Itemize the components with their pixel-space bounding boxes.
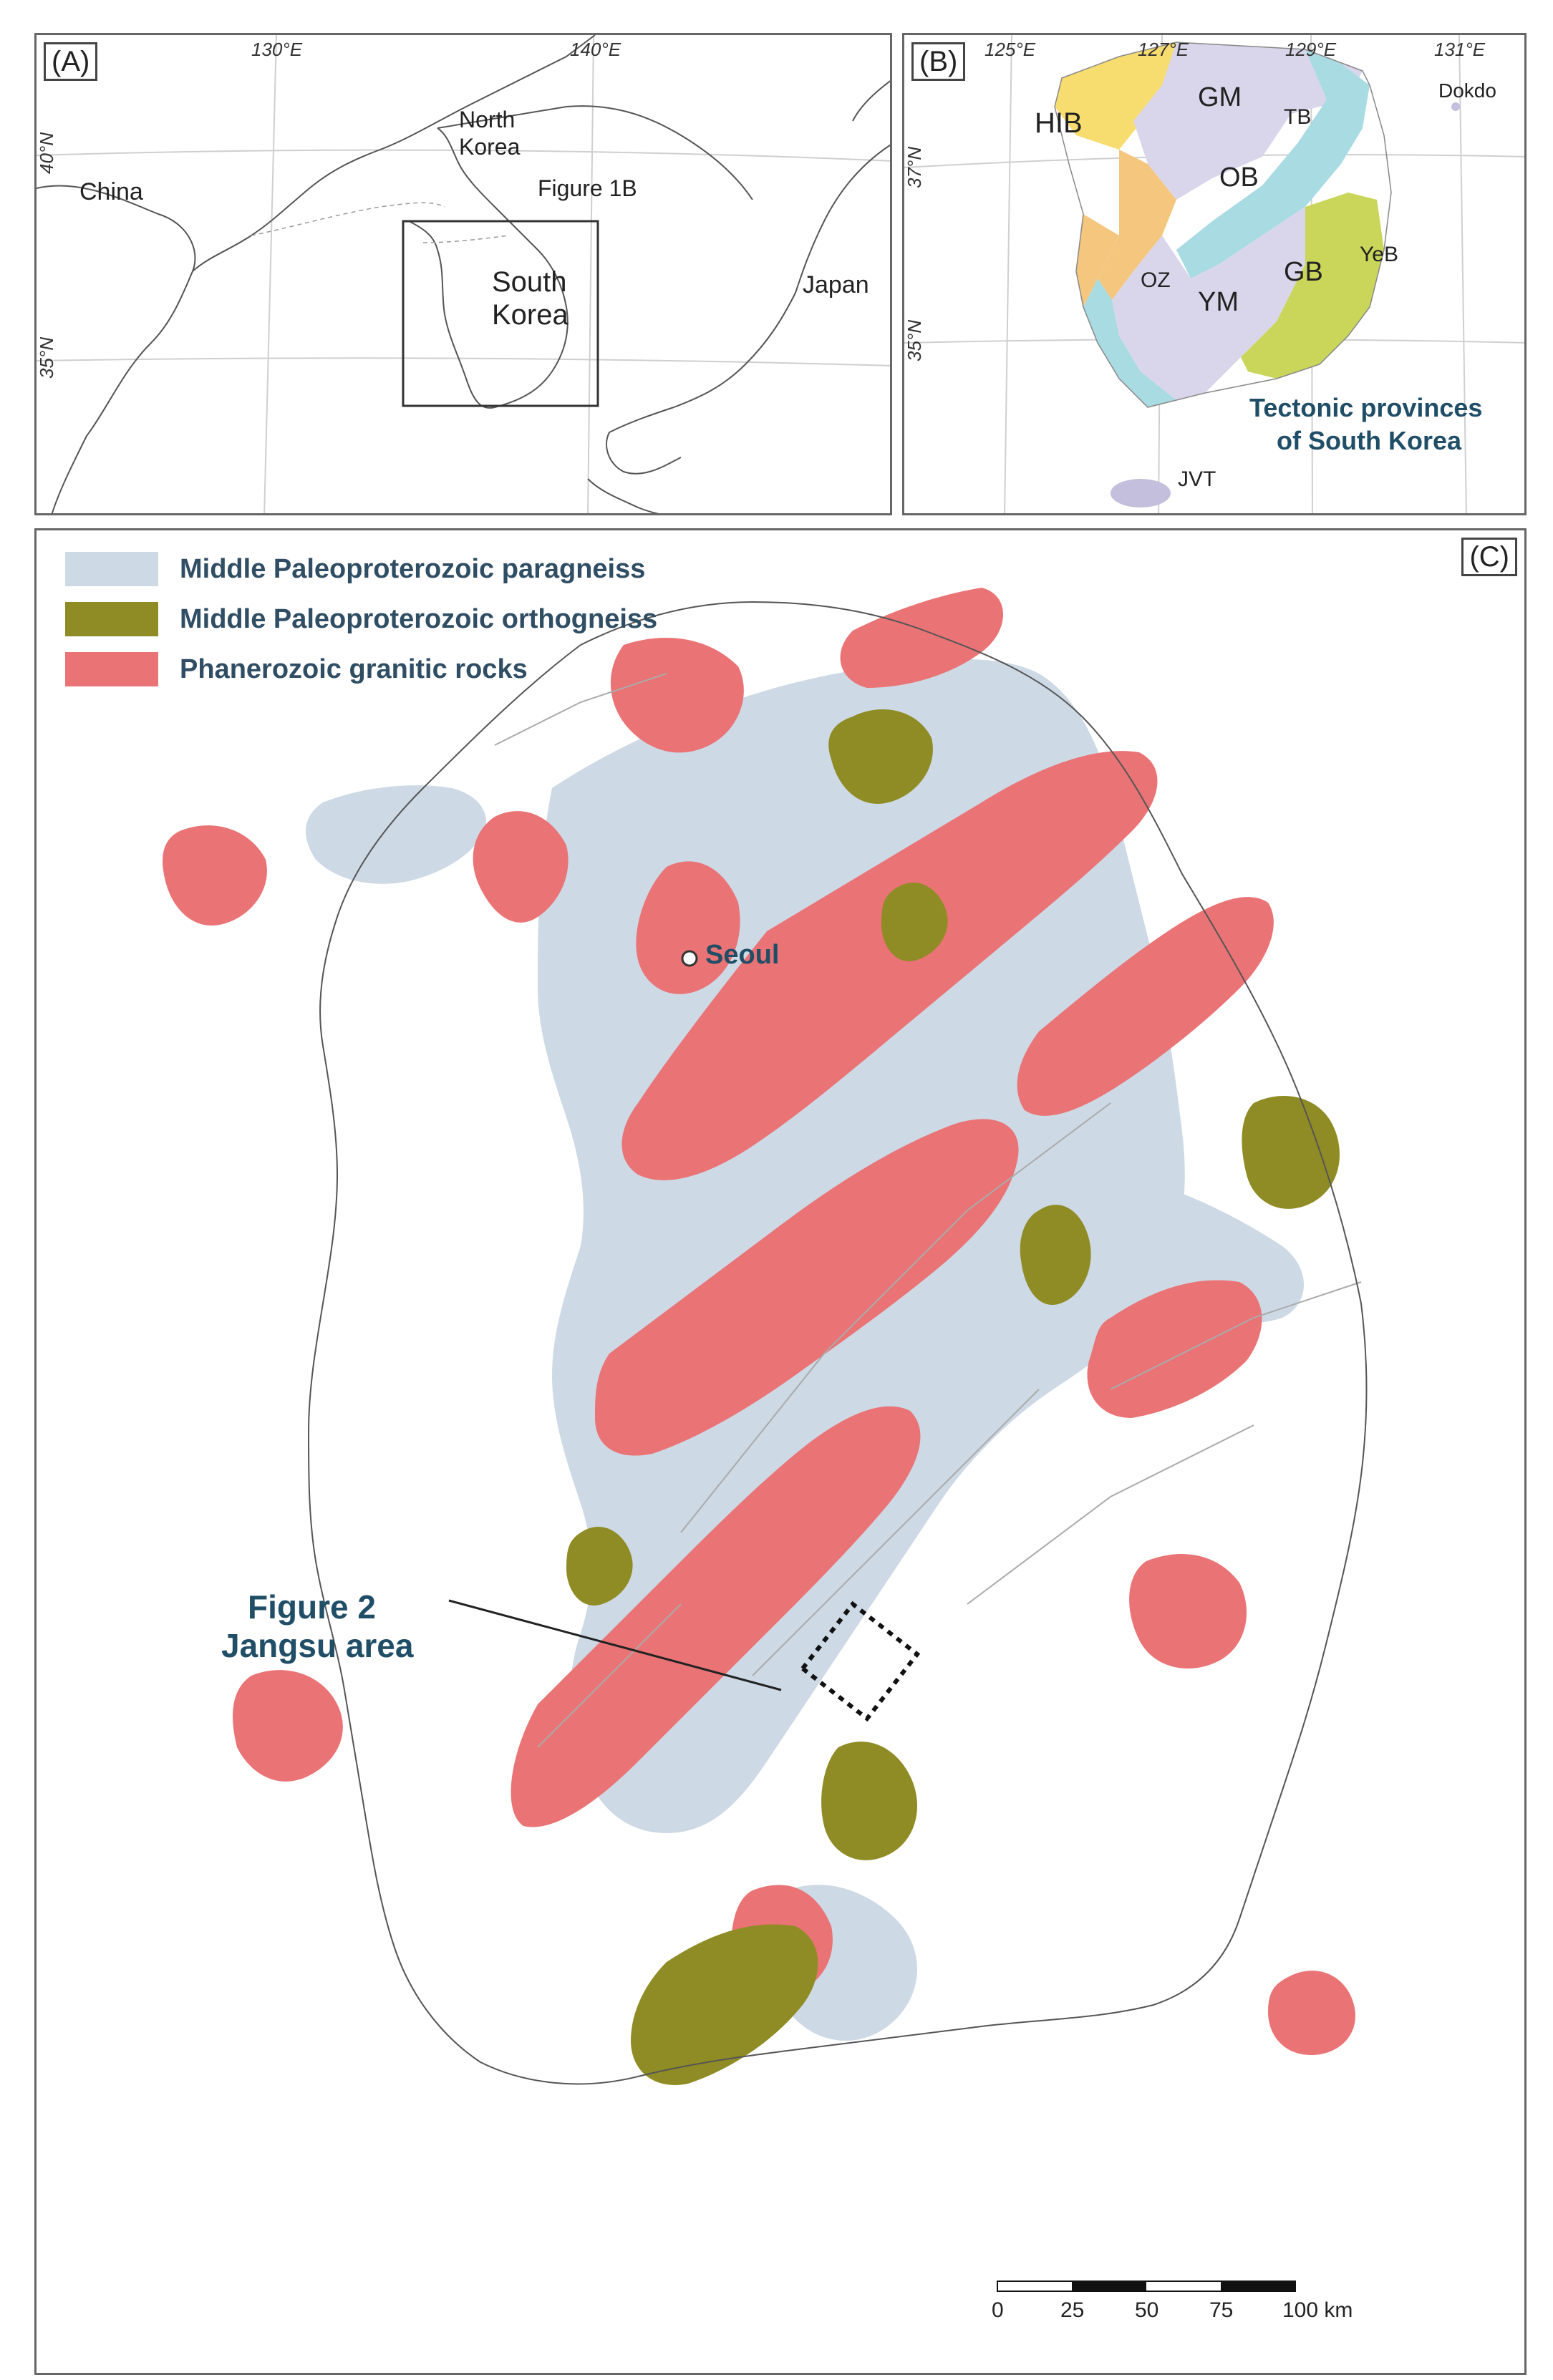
- place-south-korea-line1: South: [492, 266, 567, 298]
- dokdo-island: [1451, 102, 1460, 111]
- province-ym-label: YM: [1198, 287, 1239, 317]
- province-ob-label: OB: [1219, 162, 1259, 193]
- province-oz-label: OZ: [1141, 268, 1171, 292]
- legend-swatch-orthogneiss: [65, 602, 158, 636]
- province-hib-label: HIB: [1035, 107, 1083, 139]
- lat-label-35-b: 35°N: [904, 319, 926, 361]
- legend-swatch-paragneiss: [65, 552, 158, 586]
- province-oz-belt: [1083, 278, 1176, 407]
- panel-a-label: (A): [44, 42, 98, 81]
- province-yeb-label: YeB: [1360, 243, 1398, 266]
- tectonic-map-svg: [904, 35, 1524, 513]
- province-oz-area: [1076, 214, 1119, 307]
- scale-tick-0: 0: [992, 2298, 1004, 2322]
- province-gm-label: GM: [1198, 82, 1242, 112]
- place-south-korea-line2: Korea: [492, 299, 569, 331]
- granitic-layer: [163, 588, 1355, 2055]
- panel-c-geologic-map: (C) Middle Paleoproterozoic paragneiss M…: [34, 528, 1527, 2375]
- lat-label-35: 35°N: [36, 336, 58, 379]
- figure-1b-ref: Figure 1B: [538, 175, 637, 201]
- legend-label-granitic: Phanerozoic granitic rocks: [180, 654, 528, 684]
- scale-bar: 0 25 50 75 100 km: [992, 2277, 1397, 2334]
- seoul-label: Seoul: [705, 940, 780, 970]
- lat-label-40: 40°N: [36, 132, 58, 174]
- province-ym-area: [1112, 207, 1305, 400]
- province-gm-area: [1133, 42, 1363, 200]
- figure-2-callout-line1: Figure 2: [248, 1588, 376, 1626]
- fault-lines: [494, 673, 1362, 1748]
- scale-tick-100: 100 km: [1282, 2298, 1353, 2322]
- legend-label-paragneiss: Middle Paleoproterozoic paragneiss: [180, 553, 646, 584]
- province-gb-area: [1241, 193, 1384, 379]
- lon-label-129: 129°E: [1285, 39, 1337, 60]
- legend-item-granitic: Phanerozoic granitic rocks: [65, 652, 528, 686]
- jangsu-area-box: [799, 1601, 921, 1722]
- peninsula-coast: [1054, 42, 1392, 408]
- figure-2-leader-line: [448, 1599, 782, 1691]
- tectonic-title-line2: of South Korea: [1277, 426, 1461, 455]
- figure-2-callout-line2: Jangsu area: [221, 1627, 414, 1664]
- province-tb-area: [1176, 49, 1370, 278]
- legend-label-orthogneiss: Middle Paleoproterozoic orthogneiss: [180, 603, 658, 634]
- place-north-korea-line1: North: [459, 107, 516, 132]
- graticule: [37, 35, 890, 513]
- place-north-korea-line2: Korea: [459, 134, 521, 160]
- province-jvt-label: JVT: [1178, 467, 1216, 491]
- place-china: China: [79, 178, 143, 205]
- figure-1b-box: [402, 220, 599, 407]
- legend-swatch-granitic: [65, 652, 158, 686]
- lon-label-130: 130°E: [251, 39, 303, 60]
- seoul-marker: [681, 950, 698, 967]
- dokdo-label: Dokdo: [1438, 79, 1496, 102]
- scale-tick-25: 25: [1060, 2298, 1085, 2322]
- geologic-map-svg: [163, 588, 1368, 2085]
- legend-item-paragneiss: Middle Paleoproterozoic paragneiss: [65, 552, 645, 586]
- province-gb-label: GB: [1284, 257, 1323, 287]
- legend-item-orthogneiss: Middle Paleoproterozoic orthogneiss: [65, 602, 657, 636]
- peninsula-coastline: [307, 601, 1368, 2085]
- scale-tick-50: 50: [1135, 2298, 1159, 2322]
- place-japan: Japan: [803, 271, 869, 298]
- lat-label-37: 37°N: [904, 146, 926, 188]
- panel-c-label: (C): [1461, 538, 1517, 576]
- panel-b-tectonic-map: (B) 125°E 127°E 129°E 131°E 37°N 35°N HI…: [902, 33, 1527, 515]
- coastlines: [37, 35, 890, 513]
- province-tb-label: TB: [1284, 105, 1312, 129]
- province-ob-area: [1098, 150, 1176, 300]
- regional-map-svg: [37, 35, 890, 513]
- scale-bar-graphic: [997, 2281, 1296, 2292]
- panel-a-regional-map: (A) 130°E 140°E 40°N 35°N China North Ko…: [34, 33, 892, 515]
- lon-label-131: 131°E: [1434, 39, 1486, 60]
- tectonic-title-line1: Tectonic provinces: [1249, 393, 1483, 422]
- orthogneiss-layer: [566, 709, 1340, 2085]
- province-jvt-area: [1111, 479, 1171, 507]
- lon-label-140: 140°E: [570, 39, 621, 60]
- lon-label-127: 127°E: [1138, 39, 1189, 60]
- lon-label-125: 125°E: [984, 39, 1036, 60]
- scale-tick-75: 75: [1209, 2298, 1234, 2322]
- borders: [251, 202, 510, 243]
- panel-b-label: (B): [911, 42, 966, 81]
